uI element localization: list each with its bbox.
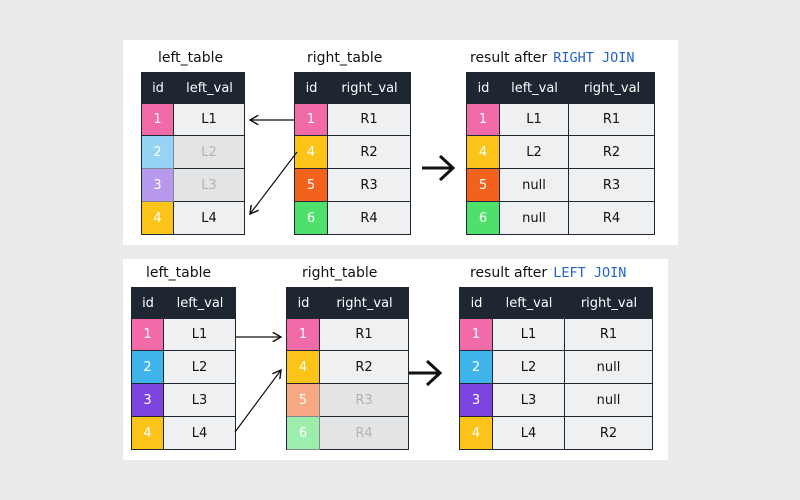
row-val-cell: L4 [174,202,245,235]
column-header-id: id [142,72,174,104]
row-left-val-cell: L3 [493,384,565,417]
row-val-cell: L3 [174,169,245,202]
row-val-cell: L2 [174,136,245,169]
row-val-cell: R2 [320,351,409,384]
row-left-val-cell: null [500,202,569,235]
row-id-cell: 2 [460,351,493,384]
row-id-cell: 6 [467,202,500,235]
row-right-val-cell: R1 [565,319,653,351]
column-header-left-val: left_val [493,287,565,319]
bottom-right-table-title: right_table [302,265,378,281]
top-right-table: id right_val 1 R1 4 R2 5 R3 6 R4 [294,72,411,235]
row-id-cell: 4 [287,351,320,384]
column-header-left-val: left_val [164,287,236,319]
row-id-cell: 2 [142,136,174,169]
column-header-id: id [287,287,320,319]
bottom-result-table: id left_val right_val 1 L1 R1 2 L2 null 3 L3 null 4 L… [459,287,653,450]
row-id-cell: 1 [295,104,328,136]
row-id-cell: 2 [132,351,164,384]
row-val-cell: L4 [164,417,236,450]
row-id-cell: 1 [460,319,493,351]
row-id-cell: 4 [132,417,164,450]
row-val-cell: L1 [164,319,236,351]
row-val-cell: L1 [174,104,245,136]
row-val-cell: R1 [328,104,411,136]
row-id-cell: 3 [460,384,493,417]
row-val-cell: R2 [328,136,411,169]
top-result-table: id left_val right_val 1 L1 R1 4 L2 R2 5 null R3 6 nul… [466,72,655,235]
column-header-right-val: right_val [320,287,409,319]
row-id-cell: 4 [295,136,328,169]
column-header-left-val: left_val [500,72,569,104]
row-id-cell: 1 [287,319,320,351]
column-header-id: id [295,72,328,104]
bottom-result-title: result after LEFT JOIN [470,265,626,281]
row-right-val-cell: null [565,351,653,384]
row-id-cell: 6 [295,202,328,235]
bottom-connector-2 [234,370,281,433]
row-id-cell: 5 [467,169,500,202]
row-val-cell: R4 [328,202,411,235]
bottom-result-title-prefix: result after [470,265,548,281]
top-result-title: result after RIGHT JOIN [470,50,634,66]
bottom-left-table-title: left_table [146,265,212,281]
row-id-cell: 3 [132,384,164,417]
row-right-val-cell: R3 [569,169,655,202]
row-id-cell: 5 [287,384,320,417]
row-right-val-cell: R1 [569,104,655,136]
row-left-val-cell: L4 [493,417,565,450]
column-header-id: id [467,72,500,104]
row-id-cell: 1 [142,104,174,136]
column-header-left-val: left_val [174,72,245,104]
top-left-table: id left_val 1 L1 2 L2 3 L3 4 L4 [141,72,245,235]
column-header-right-val: right_val [328,72,411,104]
top-left-table-title: left_table [158,50,224,66]
column-header-id: id [460,287,493,319]
row-right-val-cell: null [565,384,653,417]
bottom-result-title-keyword: LEFT JOIN [553,265,627,281]
row-id-cell: 4 [460,417,493,450]
row-left-val-cell: null [500,169,569,202]
top-join-arrow-icon [422,154,456,182]
row-left-val-cell: L1 [493,319,565,351]
bottom-join-arrow-icon [409,359,443,387]
row-id-cell: 5 [295,169,328,202]
row-id-cell: 1 [132,319,164,351]
row-left-val-cell: L2 [493,351,565,384]
row-id-cell: 3 [142,169,174,202]
row-val-cell: R1 [320,319,409,351]
row-left-val-cell: L1 [500,104,569,136]
bottom-right-table: id right_val 1 R1 4 R2 5 R3 6 R4 [286,287,409,450]
row-right-val-cell: R4 [569,202,655,235]
row-val-cell: L3 [164,384,236,417]
column-header-right-val: right_val [569,72,655,104]
row-right-val-cell: R2 [569,136,655,169]
row-id-cell: 1 [467,104,500,136]
row-id-cell: 4 [142,202,174,235]
bottom-left-table: id left_val 1 L1 2 L2 3 L3 4 L4 [131,287,236,450]
row-val-cell: R4 [320,417,409,450]
row-id-cell: 6 [287,417,320,450]
row-left-val-cell: L2 [500,136,569,169]
top-right-table-title: right_table [307,50,383,66]
top-result-title-prefix: result after [470,50,548,66]
row-val-cell: L2 [164,351,236,384]
top-result-title-keyword: RIGHT JOIN [553,50,635,66]
column-header-right-val: right_val [565,287,653,319]
row-right-val-cell: R2 [565,417,653,450]
row-val-cell: R3 [320,384,409,417]
column-header-id: id [132,287,164,319]
row-id-cell: 4 [467,136,500,169]
top-connector-2 [250,151,298,214]
row-val-cell: R3 [328,169,411,202]
